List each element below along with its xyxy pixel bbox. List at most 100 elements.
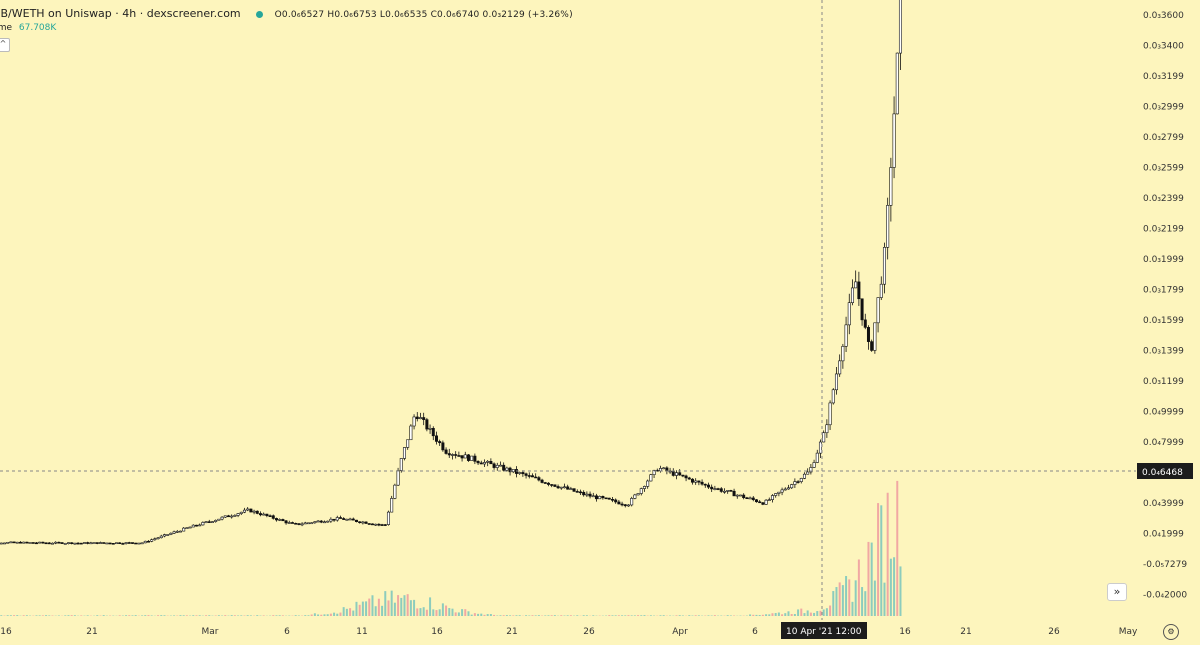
candle-body [819,442,821,453]
candle-body [630,498,632,505]
candle-body [493,464,495,468]
volume-bar [855,580,857,616]
volume-bar [272,615,274,616]
candle-body [438,441,440,442]
candle-body [32,542,34,543]
candle-body [832,390,834,403]
volume-bar [80,615,82,616]
candle-body [109,543,111,544]
volume-bar [455,612,457,616]
candle-body [467,455,469,461]
volume-bar [205,615,207,616]
candle-body [608,498,610,499]
candle-body [432,428,434,435]
volume-bar [141,615,143,616]
candle-body [787,488,789,489]
volume-legend-label: ume [0,23,12,33]
volume-bar [349,608,351,616]
volume-bar [675,615,677,616]
candle-body [557,486,559,487]
volume-bar [503,615,505,616]
volume-bar [816,611,818,616]
chevron-up-icon[interactable]: ^ [0,38,10,52]
candle-body [854,282,856,288]
candle-body [374,524,376,525]
volume-bar [618,615,620,616]
candle-body [410,426,412,440]
candle-body [74,543,76,544]
candle-body [205,522,207,523]
volume-bar [407,594,409,616]
volume-bar [714,615,716,616]
candle-body [579,492,581,493]
volume-bar [410,600,412,616]
volume-bar [707,615,709,616]
candle-body [67,543,69,544]
candle-body [384,525,386,526]
candle-body [826,425,828,433]
volume-bar [730,615,732,616]
volume-bar [835,587,837,616]
volume-bar [426,610,428,616]
candle-body [605,498,607,499]
volume-bar [13,615,15,616]
volume-bar [384,591,386,616]
price-axis-tick: 0.0₃3199 [1143,72,1184,82]
candle-body [768,500,770,501]
price-axis-tick: 0.0₃2599 [1143,164,1184,174]
volume-bar [87,615,89,616]
candle-body [755,500,757,502]
candle-body [682,475,684,476]
volume-bar [765,614,767,616]
candle-body [339,518,341,519]
candle-body [570,489,572,490]
candle-body [614,500,616,502]
candle-body [115,543,117,544]
candle-body [554,485,556,487]
volume-bar [451,609,453,616]
volume-bar [483,615,485,616]
volume-bar [803,613,805,616]
candle-body [538,478,540,480]
candle-body [704,484,706,485]
candle-body [106,543,108,544]
candle-body [64,543,66,544]
candle-body [272,516,274,519]
candle-body [170,533,172,534]
time-axis-tick: 21 [506,627,517,637]
volume-bar [23,615,25,616]
price-axis-tick: 0.0₄9999 [1143,408,1184,418]
volume-bar [826,608,828,616]
candle-body [26,542,28,543]
candle-body [266,514,268,516]
volume-bar [343,607,345,616]
candle-body [774,493,776,495]
candle-body [166,535,168,536]
candle-body [214,520,216,521]
volume-bar [448,608,450,616]
candle-body [563,487,565,488]
candle-body [496,465,498,467]
double-chevron-right-icon[interactable]: » [1107,583,1127,601]
volume-bar [807,610,809,616]
candle-body [458,455,460,456]
volume-bar [320,615,322,616]
candle-body [899,0,901,53]
candle-body [864,320,866,328]
volume-bar [771,613,773,616]
volume-bar [231,615,233,616]
volume-bar [67,615,69,616]
volume-bar [458,612,460,616]
volume-bar [144,615,146,616]
candle-body [22,542,24,543]
volume-bar [634,615,636,616]
volume-bar [186,615,188,616]
gear-icon[interactable]: ⚙ [1163,624,1179,640]
candle-body [800,478,802,481]
candle-body [125,543,127,544]
candle-body [70,543,72,544]
volume-bar [752,615,754,616]
volume-bar [135,615,137,616]
